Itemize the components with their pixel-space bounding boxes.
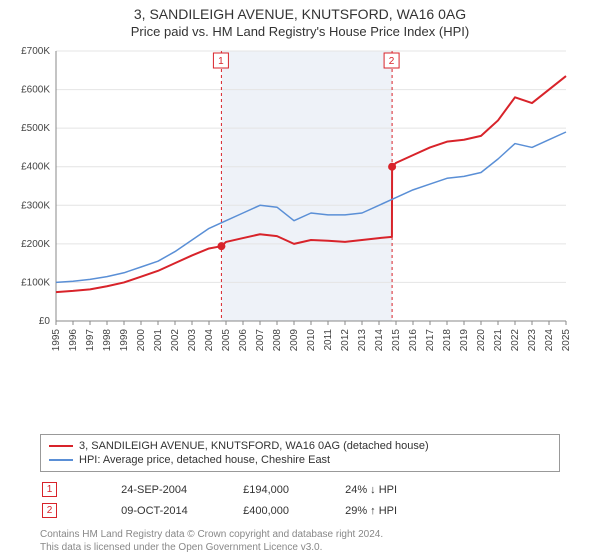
legend: 3, SANDILEIGH AVENUE, KNUTSFORD, WA16 0A… <box>40 434 560 472</box>
legend-swatch <box>49 459 73 461</box>
svg-text:2021: 2021 <box>493 329 504 352</box>
chart-titles: 3, SANDILEIGH AVENUE, KNUTSFORD, WA16 0A… <box>0 0 600 41</box>
svg-text:2019: 2019 <box>459 329 470 352</box>
txn-date: 09-OCT-2014 <box>121 501 241 520</box>
svg-text:1996: 1996 <box>68 329 79 352</box>
table-row: 1 24-SEP-2004 £194,000 24% ↓ HPI <box>42 480 558 499</box>
svg-text:£200K: £200K <box>21 239 50 250</box>
svg-text:2010: 2010 <box>306 329 317 352</box>
transactions-table: 1 24-SEP-2004 £194,000 24% ↓ HPI 2 09-OC… <box>40 478 560 522</box>
txn-price: £194,000 <box>243 480 343 499</box>
txn-date: 24-SEP-2004 <box>121 480 241 499</box>
svg-text:£500K: £500K <box>21 123 50 134</box>
marker-box-icon: 1 <box>42 482 57 497</box>
title-sub: Price paid vs. HM Land Registry's House … <box>0 24 600 39</box>
footer: Contains HM Land Registry data © Crown c… <box>40 528 560 554</box>
svg-text:1997: 1997 <box>85 329 96 352</box>
title-main: 3, SANDILEIGH AVENUE, KNUTSFORD, WA16 0A… <box>0 6 600 22</box>
svg-text:2013: 2013 <box>357 329 368 352</box>
svg-text:1995: 1995 <box>51 329 62 352</box>
footer-line: This data is licensed under the Open Gov… <box>40 541 560 554</box>
legend-swatch <box>49 445 73 447</box>
svg-text:1998: 1998 <box>102 329 113 352</box>
svg-text:1999: 1999 <box>119 329 130 352</box>
svg-text:2007: 2007 <box>255 329 266 352</box>
svg-text:2012: 2012 <box>340 329 351 352</box>
svg-text:2020: 2020 <box>476 329 487 352</box>
line-chart: £0 £100K £200K £300K £400K £500K £600K £700K 199… <box>0 41 580 361</box>
svg-text:£100K: £100K <box>21 277 50 288</box>
svg-text:2018: 2018 <box>442 329 453 352</box>
svg-text:2011: 2011 <box>323 329 334 351</box>
legend-item: HPI: Average price, detached house, Ches… <box>49 453 551 467</box>
svg-text:2008: 2008 <box>272 329 283 352</box>
svg-text:2025: 2025 <box>561 329 572 352</box>
svg-text:2004: 2004 <box>204 329 215 352</box>
svg-text:2003: 2003 <box>187 329 198 352</box>
svg-text:£600K: £600K <box>21 85 50 96</box>
marker-box-icon: 2 <box>42 503 57 518</box>
txn-delta: 29% ↑ HPI <box>345 501 558 520</box>
svg-text:2022: 2022 <box>510 329 521 352</box>
txn-delta: 24% ↓ HPI <box>345 480 558 499</box>
svg-text:£400K: £400K <box>21 162 50 173</box>
svg-text:2015: 2015 <box>391 329 402 352</box>
svg-text:2001: 2001 <box>153 329 164 352</box>
legend-label: 3, SANDILEIGH AVENUE, KNUTSFORD, WA16 0A… <box>79 440 429 452</box>
svg-text:2024: 2024 <box>544 329 555 352</box>
svg-text:£300K: £300K <box>21 200 50 211</box>
legend-item: 3, SANDILEIGH AVENUE, KNUTSFORD, WA16 0A… <box>49 439 551 453</box>
footer-line: Contains HM Land Registry data © Crown c… <box>40 528 560 541</box>
svg-text:£0: £0 <box>39 316 51 327</box>
legend-label: HPI: Average price, detached house, Ches… <box>79 454 330 466</box>
table-row: 2 09-OCT-2014 £400,000 29% ↑ HPI <box>42 501 558 520</box>
svg-text:2016: 2016 <box>408 329 419 352</box>
svg-text:2006: 2006 <box>238 329 249 352</box>
chart-area: £0 £100K £200K £300K £400K £500K £600K £700K 199… <box>0 41 600 430</box>
txn-price: £400,000 <box>243 501 343 520</box>
svg-text:2002: 2002 <box>170 329 181 352</box>
svg-text:2: 2 <box>389 56 395 67</box>
svg-text:2009: 2009 <box>289 329 300 352</box>
svg-text:1: 1 <box>218 56 224 67</box>
svg-text:2023: 2023 <box>527 329 538 352</box>
svg-text:2005: 2005 <box>221 329 232 352</box>
svg-text:2017: 2017 <box>425 329 436 352</box>
svg-text:2014: 2014 <box>374 329 385 352</box>
svg-text:£700K: £700K <box>21 46 50 57</box>
svg-text:2000: 2000 <box>136 329 147 352</box>
